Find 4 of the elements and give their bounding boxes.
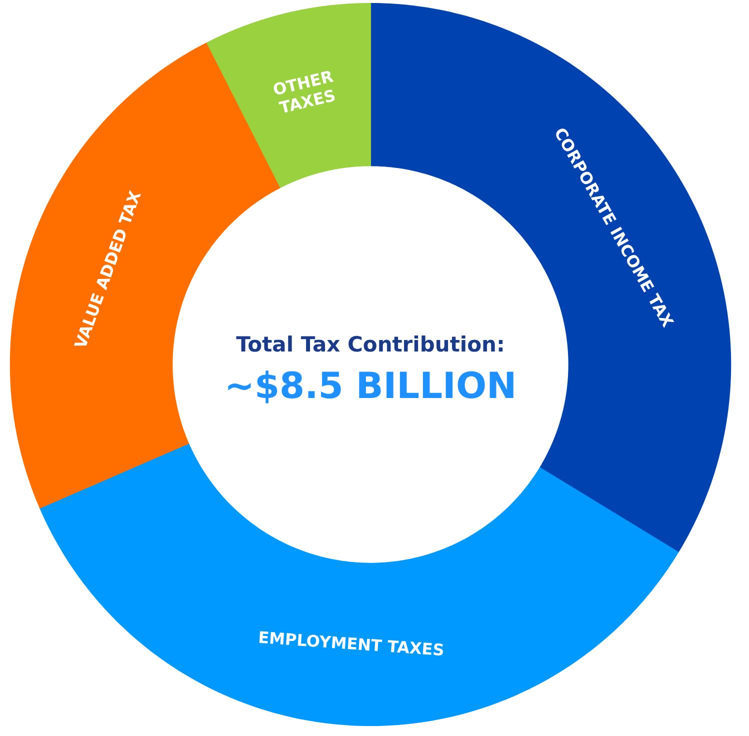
slice-label: EMPLOYMENT TAXES	[258, 628, 445, 660]
slice-label: OTHER TAXES	[271, 66, 338, 118]
text: Total Tax Contribution:	[236, 332, 505, 357]
text: ~$8.5 BILLION	[224, 366, 517, 407]
